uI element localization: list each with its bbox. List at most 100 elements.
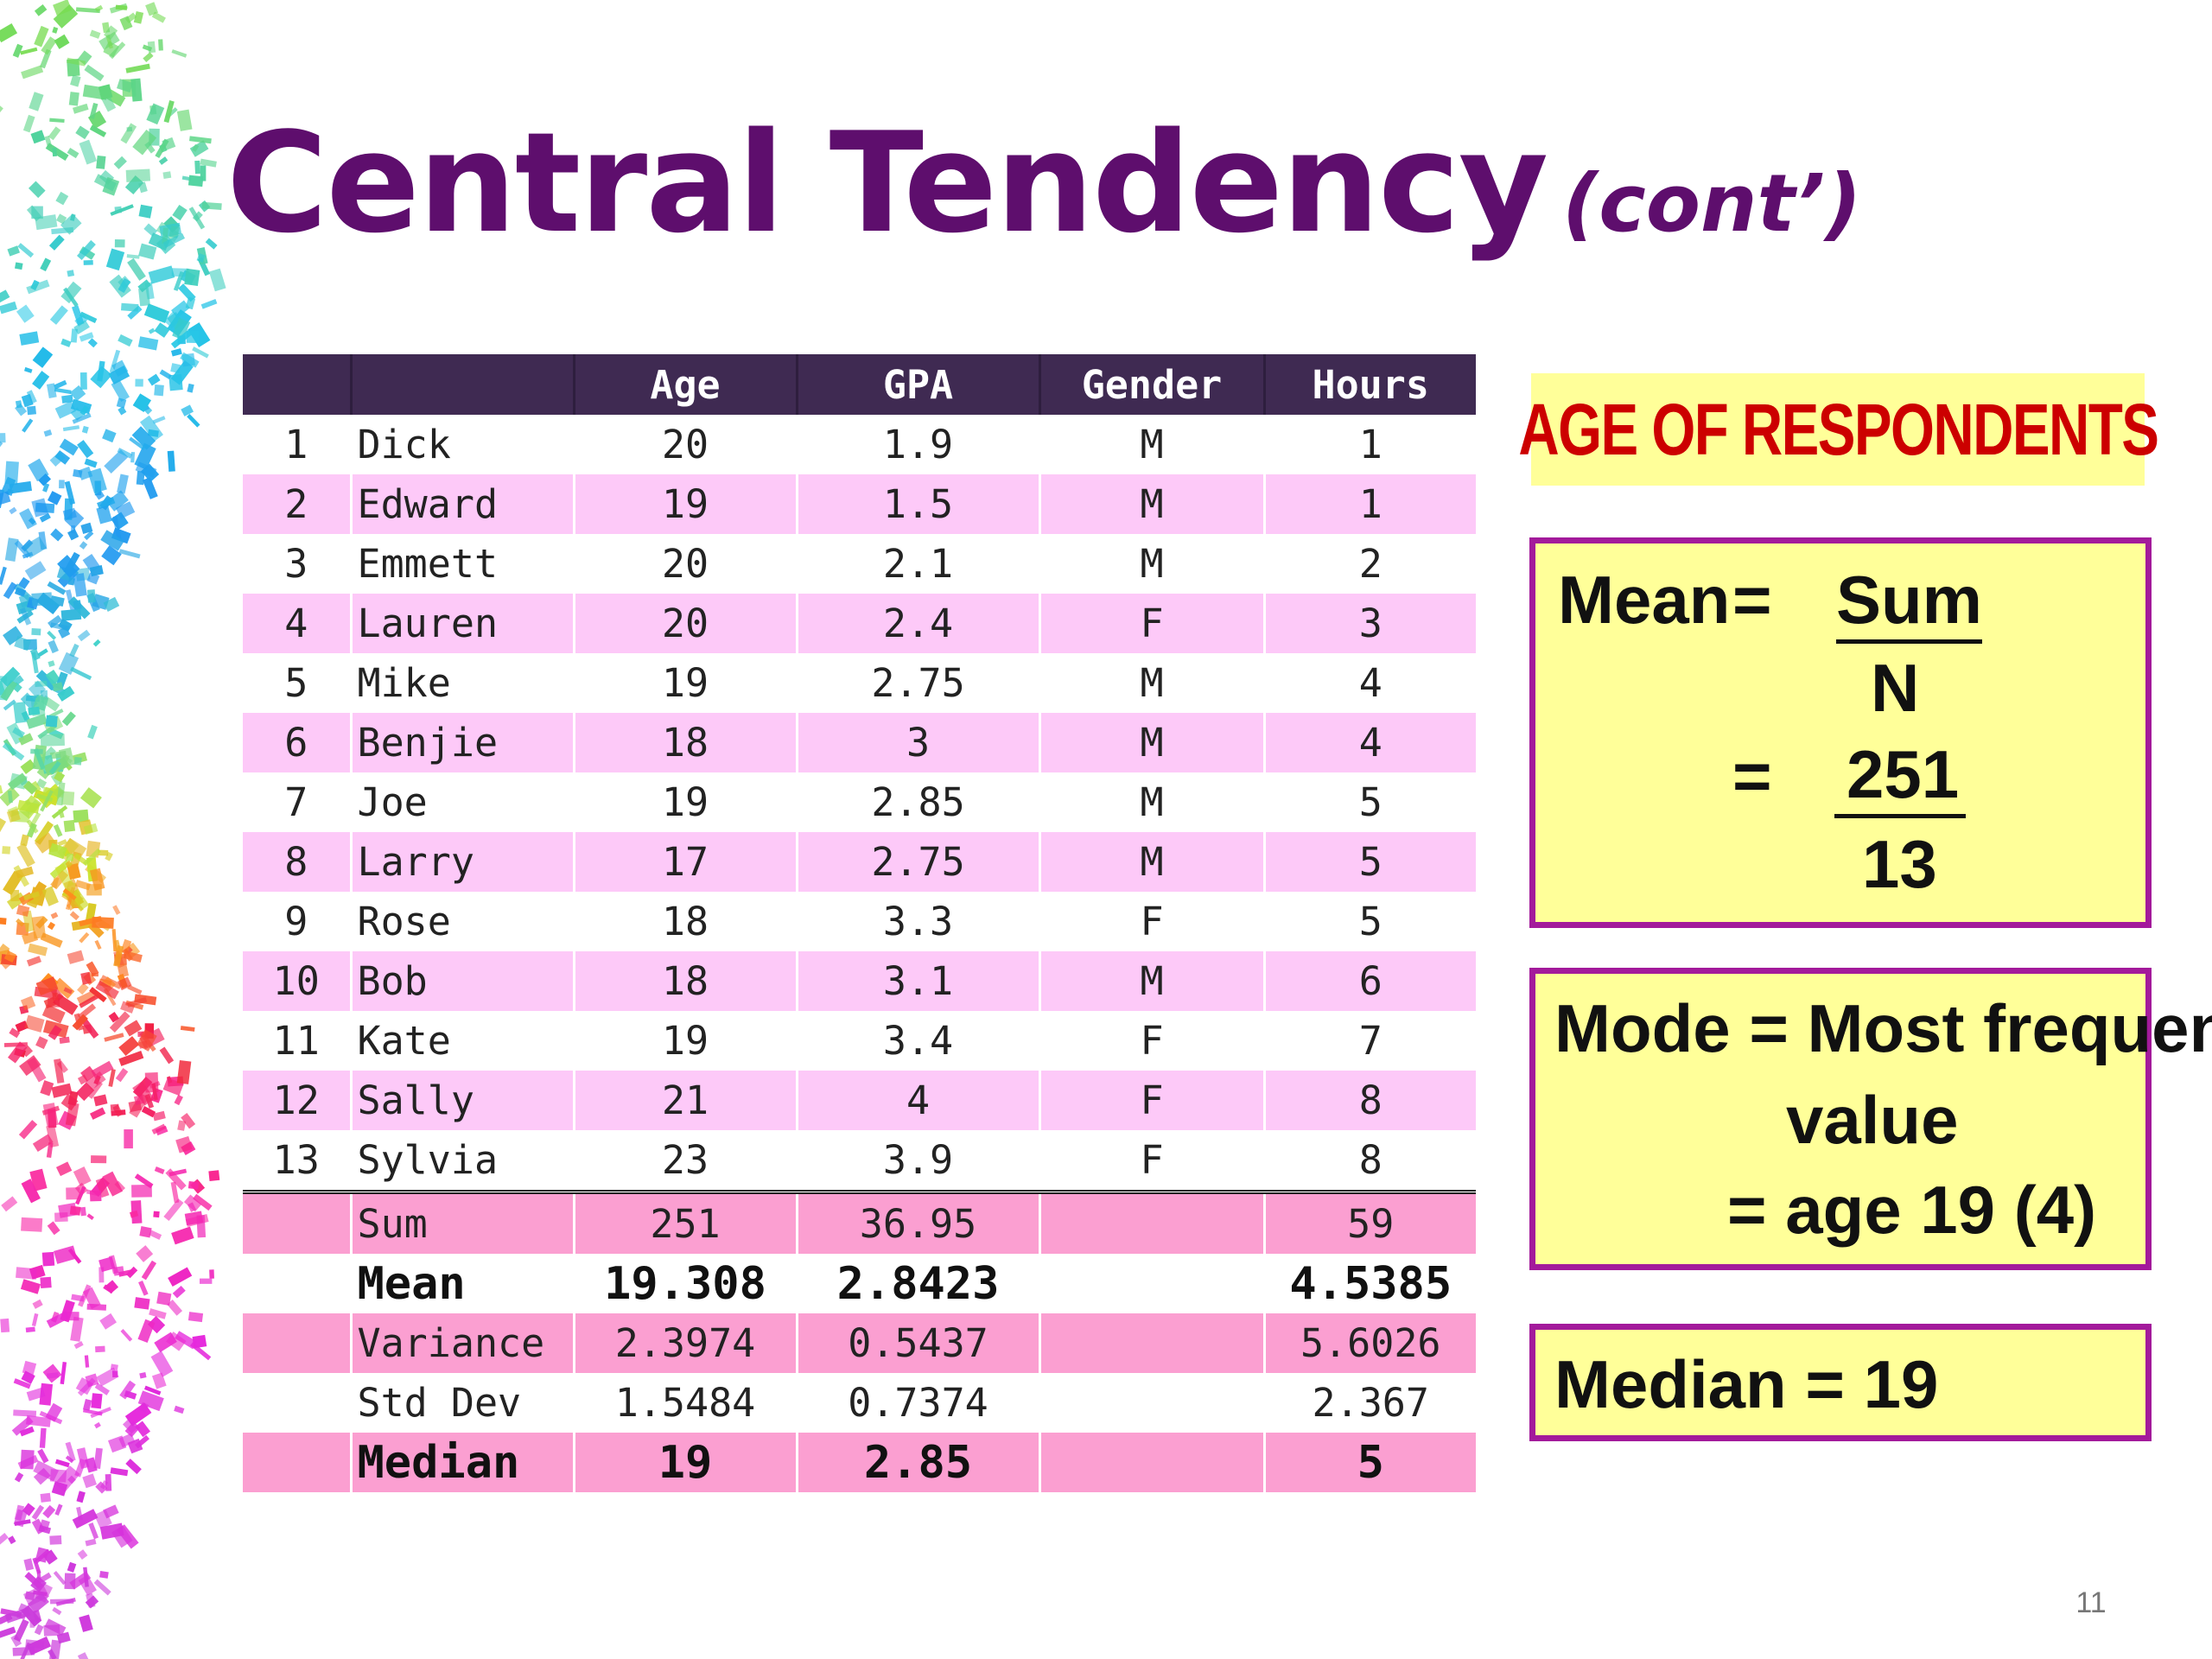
confetti-piece xyxy=(23,366,33,373)
confetti-piece xyxy=(54,1503,63,1516)
confetti-piece xyxy=(181,1113,196,1129)
confetti-piece xyxy=(49,595,65,607)
cell-gender: M xyxy=(1039,653,1266,713)
confetti-piece xyxy=(37,1448,49,1464)
confetti-piece xyxy=(123,950,143,963)
confetti-piece xyxy=(134,1173,154,1189)
confetti-piece xyxy=(81,425,89,434)
confetti-piece xyxy=(9,1027,21,1039)
confetti-piece xyxy=(86,1303,107,1311)
confetti-piece xyxy=(61,711,76,727)
confetti-piece xyxy=(41,36,57,55)
confetti-piece xyxy=(143,52,154,63)
cell-name: Lauren xyxy=(351,594,575,653)
confetti-piece xyxy=(100,530,124,551)
cell-gpa: 3.9 xyxy=(797,1130,1041,1192)
confetti-piece xyxy=(48,1649,57,1659)
confetti-piece xyxy=(152,1110,166,1122)
confetti-piece xyxy=(125,1266,138,1279)
confetti-piece xyxy=(30,130,46,144)
confetti-piece xyxy=(125,168,151,182)
confetti-piece xyxy=(187,414,200,428)
confetti-piece xyxy=(35,1036,48,1050)
confetti-piece xyxy=(76,239,96,261)
confetti-piece xyxy=(176,1059,192,1084)
confetti-piece xyxy=(118,406,127,416)
confetti-piece xyxy=(67,57,86,67)
confetti-piece xyxy=(67,529,79,541)
confetti-piece xyxy=(59,1036,70,1044)
cell-age: 18 xyxy=(574,713,798,772)
confetti-piece xyxy=(4,461,19,485)
cell-name: Joe xyxy=(351,772,575,832)
cell-index: 13 xyxy=(243,1130,353,1192)
confetti-piece xyxy=(174,1094,183,1106)
confetti-piece xyxy=(0,433,6,443)
confetti-piece xyxy=(168,225,180,238)
confetti-piece xyxy=(77,629,91,642)
cell-gender: M xyxy=(1039,772,1266,832)
confetti-piece xyxy=(86,1213,94,1220)
confetti-piece xyxy=(0,566,7,585)
header-cell-index xyxy=(243,354,353,415)
cell-blank xyxy=(243,1254,353,1313)
confetti-piece xyxy=(143,303,170,323)
confetti-piece xyxy=(192,1334,207,1349)
stat-hours: 2.367 xyxy=(1264,1373,1476,1433)
confetti-piece xyxy=(3,950,17,963)
confetti-piece xyxy=(26,1387,46,1402)
confetti-piece xyxy=(166,1332,187,1351)
confetti-piece xyxy=(20,759,36,774)
confetti-piece xyxy=(22,418,34,433)
table-row: 4 Lauren 20 2.4 F 3 xyxy=(243,594,1476,653)
confetti-piece xyxy=(24,1591,35,1601)
table-row: 10 Bob 18 3.1 M 6 xyxy=(243,951,1476,1011)
confetti-piece xyxy=(16,304,35,323)
confetti-piece xyxy=(55,1161,73,1177)
mode-box: Mode = Most frequent value = age 19 (4) xyxy=(1529,968,2212,1270)
confetti-piece xyxy=(95,490,105,500)
cell-index: 6 xyxy=(243,713,353,772)
confetti-piece xyxy=(4,537,19,562)
confetti-piece xyxy=(26,823,37,838)
confetti-piece xyxy=(149,1308,167,1319)
confetti-piece xyxy=(143,1385,162,1395)
confetti-piece xyxy=(84,458,98,468)
cell-age: 19 xyxy=(574,474,798,534)
confetti-piece xyxy=(177,1120,187,1131)
confetti-piece xyxy=(48,660,55,667)
confetti-piece xyxy=(73,573,87,597)
confetti-piece xyxy=(118,277,131,294)
confetti-piece xyxy=(105,248,125,271)
confetti-piece xyxy=(94,1421,101,1429)
confetti-piece xyxy=(184,1211,204,1226)
confetti-piece xyxy=(20,692,38,710)
cell-name: Edward xyxy=(351,474,575,534)
confetti-piece xyxy=(77,1652,93,1659)
confetti-piece xyxy=(180,352,200,368)
confetti-piece xyxy=(49,1535,62,1545)
confetti-piece xyxy=(21,393,34,408)
confetti-piece xyxy=(83,823,99,836)
confetti-piece xyxy=(180,1026,195,1032)
confetti-piece xyxy=(63,551,80,575)
confetti-piece xyxy=(86,572,100,585)
median-box: Median = 19 xyxy=(1529,1324,2152,1441)
confetti-piece xyxy=(2,846,11,855)
confetti-piece xyxy=(57,685,75,702)
confetti-piece xyxy=(113,945,124,968)
cell-hours: 2 xyxy=(1264,534,1476,594)
confetti-piece xyxy=(47,921,56,931)
confetti-piece xyxy=(9,506,17,515)
confetti-piece xyxy=(65,1441,76,1462)
confetti-piece xyxy=(139,415,163,442)
confetti-piece xyxy=(60,1093,79,1111)
confetti-piece xyxy=(139,1372,147,1379)
mean-denominator: N xyxy=(1871,650,1920,726)
confetti-piece xyxy=(174,1405,185,1414)
confetti-piece xyxy=(154,322,170,338)
confetti-piece xyxy=(96,155,106,169)
confetti-piece xyxy=(130,1210,139,1218)
confetti-piece xyxy=(151,11,166,23)
confetti-piece xyxy=(192,143,200,152)
